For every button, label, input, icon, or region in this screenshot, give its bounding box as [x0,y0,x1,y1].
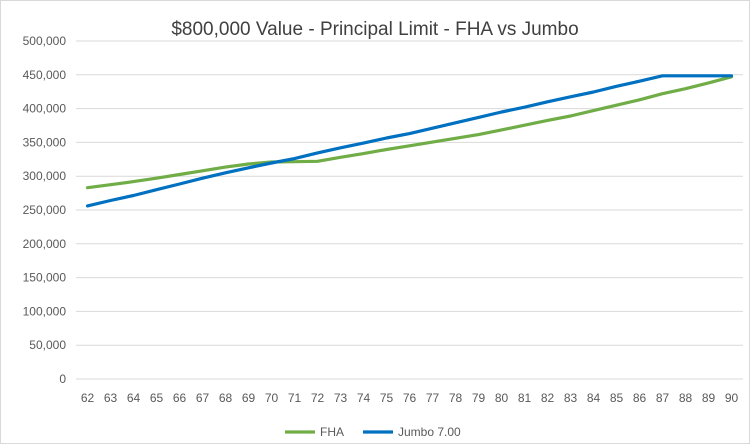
y-tick-label: 400,000 [23,102,67,116]
x-tick-label: 89 [702,391,716,405]
x-tick-label: 74 [357,391,371,405]
y-tick-label: 0 [59,372,66,386]
x-tick-label: 86 [633,391,647,405]
y-tick-label: 500,000 [23,34,67,48]
y-axis-tick-labels: 0 50,000 100,000 150,000 200,000 250,000 300,0… [23,34,67,386]
y-tick-label: 300,000 [23,169,67,183]
x-tick-label: 82 [541,391,555,405]
x-tick-label: 65 [150,391,164,405]
x-tick-label: 79 [472,391,486,405]
legend-label: FHA [320,425,344,439]
y-tick-label: 450,000 [23,68,67,82]
x-tick-label: 67 [196,391,210,405]
series-lines [85,74,734,208]
x-tick-label: 75 [380,391,394,405]
y-tick-label: 50,000 [29,338,66,352]
series-line [85,74,734,208]
x-tick-label: 62 [81,391,95,405]
x-tick-label: 64 [127,391,141,405]
x-tick-label: 71 [288,391,302,405]
y-tick-label: 200,000 [23,237,67,251]
gridlines [76,40,743,380]
x-tick-label: 85 [610,391,624,405]
series-line [85,75,734,190]
y-tick-label: 350,000 [23,135,67,149]
x-tick-label: 70 [265,391,279,405]
y-tick-label: 150,000 [23,271,67,285]
x-axis-tick-labels: 62 63 64 65 66 67 68 69 70 71 72 73 74 75 76 77 78 79 80 81… [81,391,739,405]
x-tick-label: 81 [518,391,532,405]
x-tick-label: 69 [242,391,256,405]
x-tick-label: 68 [219,391,233,405]
x-tick-label: 90 [725,391,739,405]
x-tick-label: 73 [334,391,348,405]
x-tick-label: 78 [449,391,463,405]
x-tick-label: 76 [403,391,417,405]
x-tick-label: 80 [495,391,509,405]
chart-title: $800,000 Value - Principal Limit - FHA v… [171,19,578,40]
x-tick-label: 84 [587,391,601,405]
x-tick-label: 88 [679,391,693,405]
x-tick-label: 66 [173,391,187,405]
legend-label: Jumbo 7.00 [398,425,461,439]
legend: FHA Jumbo 7.00 [285,425,461,439]
y-tick-label: 250,000 [23,203,67,217]
x-tick-label: 72 [311,391,325,405]
x-tick-label: 87 [656,391,670,405]
x-tick-label: 63 [104,391,118,405]
y-tick-label: 100,000 [23,304,67,318]
x-tick-label: 83 [564,391,578,405]
x-tick-label: 77 [426,391,440,405]
